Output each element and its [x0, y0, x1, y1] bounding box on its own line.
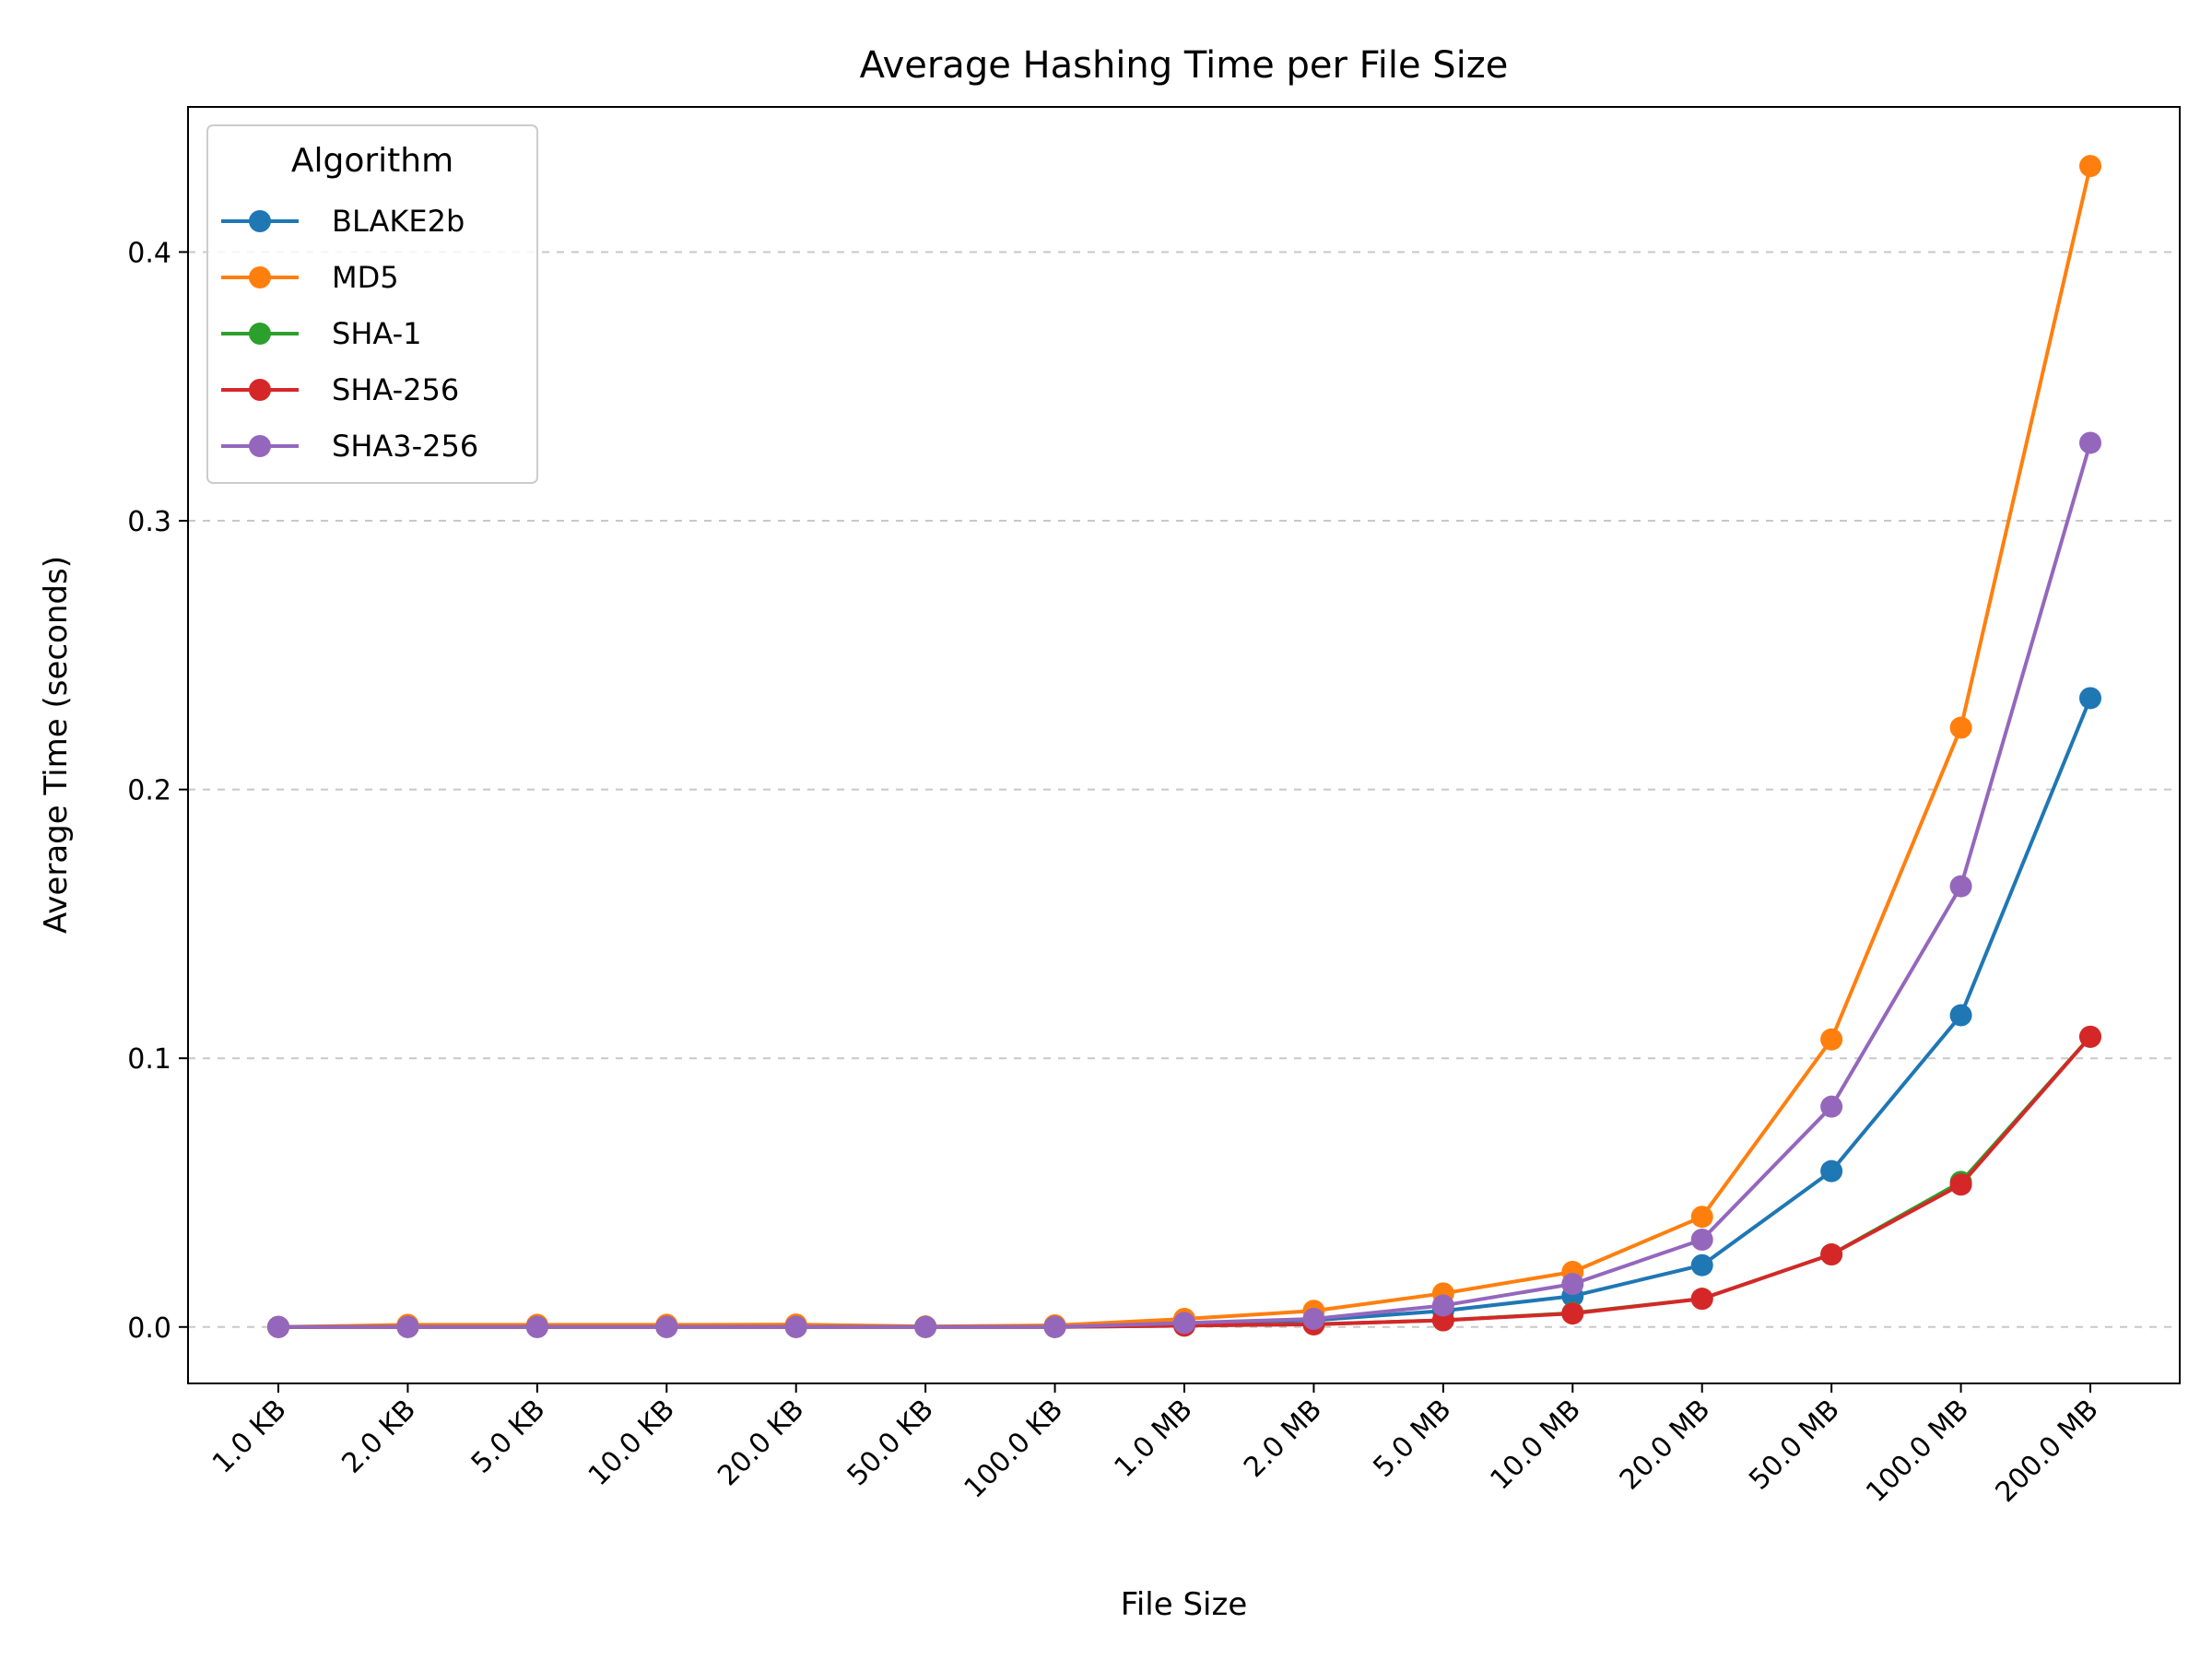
- chart-title: Average Hashing Time per File Size: [860, 44, 1509, 87]
- legend-swatch-marker: [249, 266, 271, 288]
- legend-label: SHA-1: [332, 316, 421, 351]
- legend-swatch-marker: [249, 210, 271, 232]
- legend-box: [206, 124, 538, 484]
- legend-swatch-marker: [249, 379, 271, 401]
- data-point: [1690, 1253, 1713, 1277]
- legend-label: MD5: [332, 260, 399, 295]
- data-point: [1949, 716, 1972, 739]
- legend-swatch-marker: [249, 435, 271, 457]
- data-point: [1431, 1294, 1454, 1317]
- data-point: [655, 1315, 678, 1338]
- data-point: [1173, 1312, 1195, 1335]
- data-point: [396, 1315, 419, 1338]
- data-point: [1820, 1159, 1843, 1182]
- y-tick-label: 0.2: [127, 775, 171, 807]
- legend-label: SHA-256: [332, 372, 459, 407]
- data-point: [784, 1315, 807, 1338]
- legend-title: Algorithm: [291, 142, 453, 180]
- data-point: [1690, 1229, 1713, 1252]
- data-point: [1949, 1004, 1972, 1027]
- data-point: [1043, 1315, 1066, 1338]
- legend-label: SHA3-256: [332, 429, 478, 464]
- y-tick-label: 0.0: [127, 1312, 171, 1345]
- data-point: [525, 1315, 548, 1338]
- y-axis-label: Average Time (seconds): [38, 556, 75, 934]
- data-point: [1561, 1302, 1584, 1325]
- data-point: [2079, 431, 2101, 454]
- y-tick-label: 0.1: [127, 1043, 171, 1076]
- legend: Algorithm BLAKE2b MD5 SHA-1 SHA-256 SHA3-256: [206, 124, 538, 484]
- data-point: [1690, 1206, 1713, 1229]
- x-axis-label: File Size: [1121, 1586, 1248, 1623]
- legend-swatch-marker: [249, 323, 271, 345]
- data-point: [1690, 1288, 1713, 1311]
- data-point: [1949, 1173, 1972, 1196]
- data-point: [1302, 1308, 1325, 1331]
- y-axis: 0.0 0.1 0.2 0.3 0.4: [127, 237, 188, 1345]
- data-point: [267, 1315, 289, 1338]
- data-point: [2079, 155, 2101, 178]
- series-lines: [267, 155, 2101, 1338]
- data-point: [1820, 1095, 1843, 1118]
- data-point: [1561, 1273, 1584, 1296]
- data-point: [1820, 1028, 1843, 1051]
- data-point: [2079, 1025, 2101, 1048]
- data-point: [2079, 687, 2101, 710]
- data-point: [1949, 875, 1972, 898]
- y-tick-label: 0.4: [127, 237, 171, 269]
- y-tick-label: 0.3: [127, 506, 171, 538]
- data-point: [1820, 1243, 1843, 1266]
- legend-label: BLAKE2b: [332, 204, 465, 239]
- data-point: [914, 1315, 937, 1338]
